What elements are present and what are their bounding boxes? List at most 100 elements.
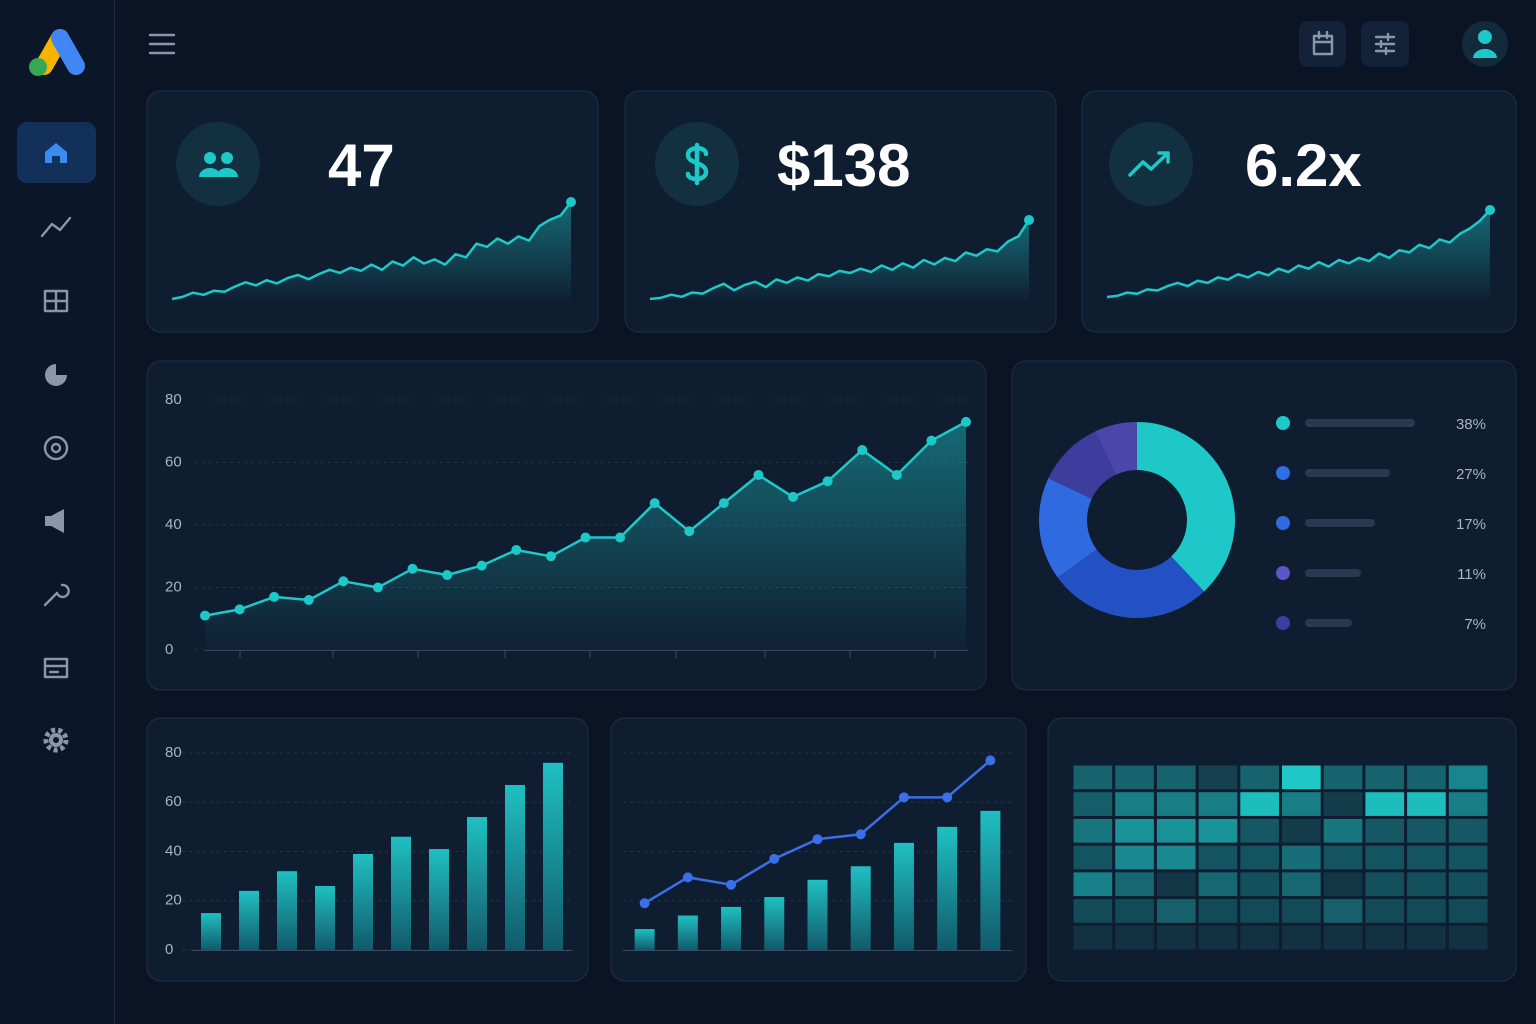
heatmap-cell — [1323, 925, 1363, 950]
heatmap-cell — [1198, 765, 1238, 790]
bar — [239, 890, 259, 950]
heatmap-cell — [1156, 925, 1196, 950]
heatmap-cell — [1448, 925, 1488, 950]
heatmap-cell — [1407, 792, 1446, 816]
point — [615, 532, 626, 543]
heatmap-cell — [1156, 765, 1196, 790]
point — [580, 532, 591, 543]
kpi-icon-bg — [176, 122, 260, 206]
value-label: 7% — [1464, 616, 1486, 633]
donut-slice — [1057, 549, 1205, 618]
kpi-icon-bg — [1109, 122, 1193, 206]
bar — [893, 842, 914, 950]
nav-settings[interactable] — [43, 727, 69, 753]
heatmap-cell — [1198, 899, 1238, 923]
point — [985, 755, 996, 766]
heatmap-cell — [1156, 845, 1196, 870]
y-tick-label: 0 — [165, 641, 173, 658]
point — [726, 879, 737, 890]
nav-billing[interactable] — [43, 657, 69, 679]
heatmap-cell — [1448, 792, 1488, 816]
point — [942, 792, 953, 803]
heatmap-cell — [1323, 792, 1363, 816]
heatmap-cell — [1448, 872, 1488, 897]
heatmap-cell — [1407, 845, 1446, 870]
legend-dot — [1276, 416, 1290, 430]
line — [1106, 209, 1491, 299]
nav-pie[interactable] — [45, 364, 67, 386]
point — [476, 560, 487, 571]
y-tick-label: 60 — [165, 793, 182, 810]
y-tick-label: 80 — [165, 744, 182, 761]
legend-dot — [1276, 466, 1290, 480]
chart-card — [1011, 360, 1517, 691]
bar — [505, 785, 525, 950]
heatmap-cell — [1073, 792, 1113, 816]
value-label: 38% — [1456, 416, 1486, 433]
heatmap-cell — [1073, 818, 1113, 843]
heatmap-cell — [1115, 899, 1154, 923]
point — [639, 898, 650, 909]
heatmap-cell — [1282, 818, 1321, 843]
point — [684, 526, 695, 537]
point — [961, 416, 971, 427]
avatar-icon — [1473, 30, 1497, 58]
heatmap-cell — [1240, 818, 1279, 843]
bar — [201, 913, 221, 950]
heatmap-cell — [1323, 765, 1363, 790]
filter-icon — [1374, 32, 1396, 56]
heatmap-cell — [1365, 792, 1405, 816]
heatmap-cell — [1407, 925, 1446, 950]
heatmap-cell — [1198, 792, 1238, 816]
bar — [677, 915, 698, 950]
y-tick-label: 40 — [165, 842, 182, 859]
heatmap-cell — [1073, 925, 1113, 950]
bar — [764, 897, 785, 950]
y-tick-label: 80 — [165, 391, 182, 408]
nav-analytics[interactable] — [40, 216, 72, 238]
nav-grid[interactable] — [43, 289, 69, 313]
heatmap-cell — [1115, 765, 1154, 790]
avatar-button[interactable] — [1462, 21, 1508, 67]
nav-target[interactable] — [43, 435, 69, 461]
point — [812, 834, 823, 845]
legend-placeholder — [1305, 519, 1375, 527]
point — [200, 610, 210, 621]
y-tick-label: 0 — [165, 941, 173, 958]
y-tick-label: 40 — [165, 516, 182, 533]
donut-slice — [1039, 478, 1097, 578]
point — [269, 591, 280, 602]
point — [545, 551, 556, 562]
nav-campaigns[interactable] — [45, 509, 64, 533]
heatmap-cell — [1365, 765, 1405, 790]
heatmap-cell — [1073, 765, 1113, 790]
point — [372, 582, 383, 593]
point — [303, 595, 314, 605]
bar — [937, 826, 958, 950]
heatmap-cell — [1240, 872, 1279, 897]
y-tick-label: 60 — [165, 453, 182, 470]
heatmap-cell — [1240, 925, 1279, 950]
users-icon — [199, 152, 238, 177]
area — [205, 421, 966, 650]
point — [769, 853, 780, 864]
point — [407, 563, 418, 574]
bar — [391, 836, 411, 950]
point — [338, 576, 349, 587]
calendar-button[interactable] — [1299, 21, 1346, 67]
heatmap-cell — [1115, 792, 1154, 816]
point — [718, 498, 729, 509]
area — [172, 202, 571, 300]
heatmap-cell — [1282, 899, 1321, 923]
heatmap-cell — [1240, 899, 1279, 923]
point — [855, 829, 866, 840]
nav-tools[interactable] — [43, 583, 70, 607]
heatmap-cell — [1323, 872, 1363, 897]
heatmap-cell — [1240, 845, 1279, 870]
heatmap-cell — [1365, 925, 1405, 950]
calendar-icon — [1312, 30, 1334, 56]
line — [649, 219, 1031, 301]
menu-button[interactable] — [148, 33, 176, 55]
heatmap-cell — [1156, 872, 1196, 897]
